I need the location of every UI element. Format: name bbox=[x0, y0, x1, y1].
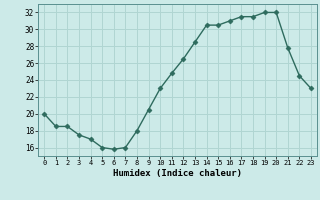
X-axis label: Humidex (Indice chaleur): Humidex (Indice chaleur) bbox=[113, 169, 242, 178]
